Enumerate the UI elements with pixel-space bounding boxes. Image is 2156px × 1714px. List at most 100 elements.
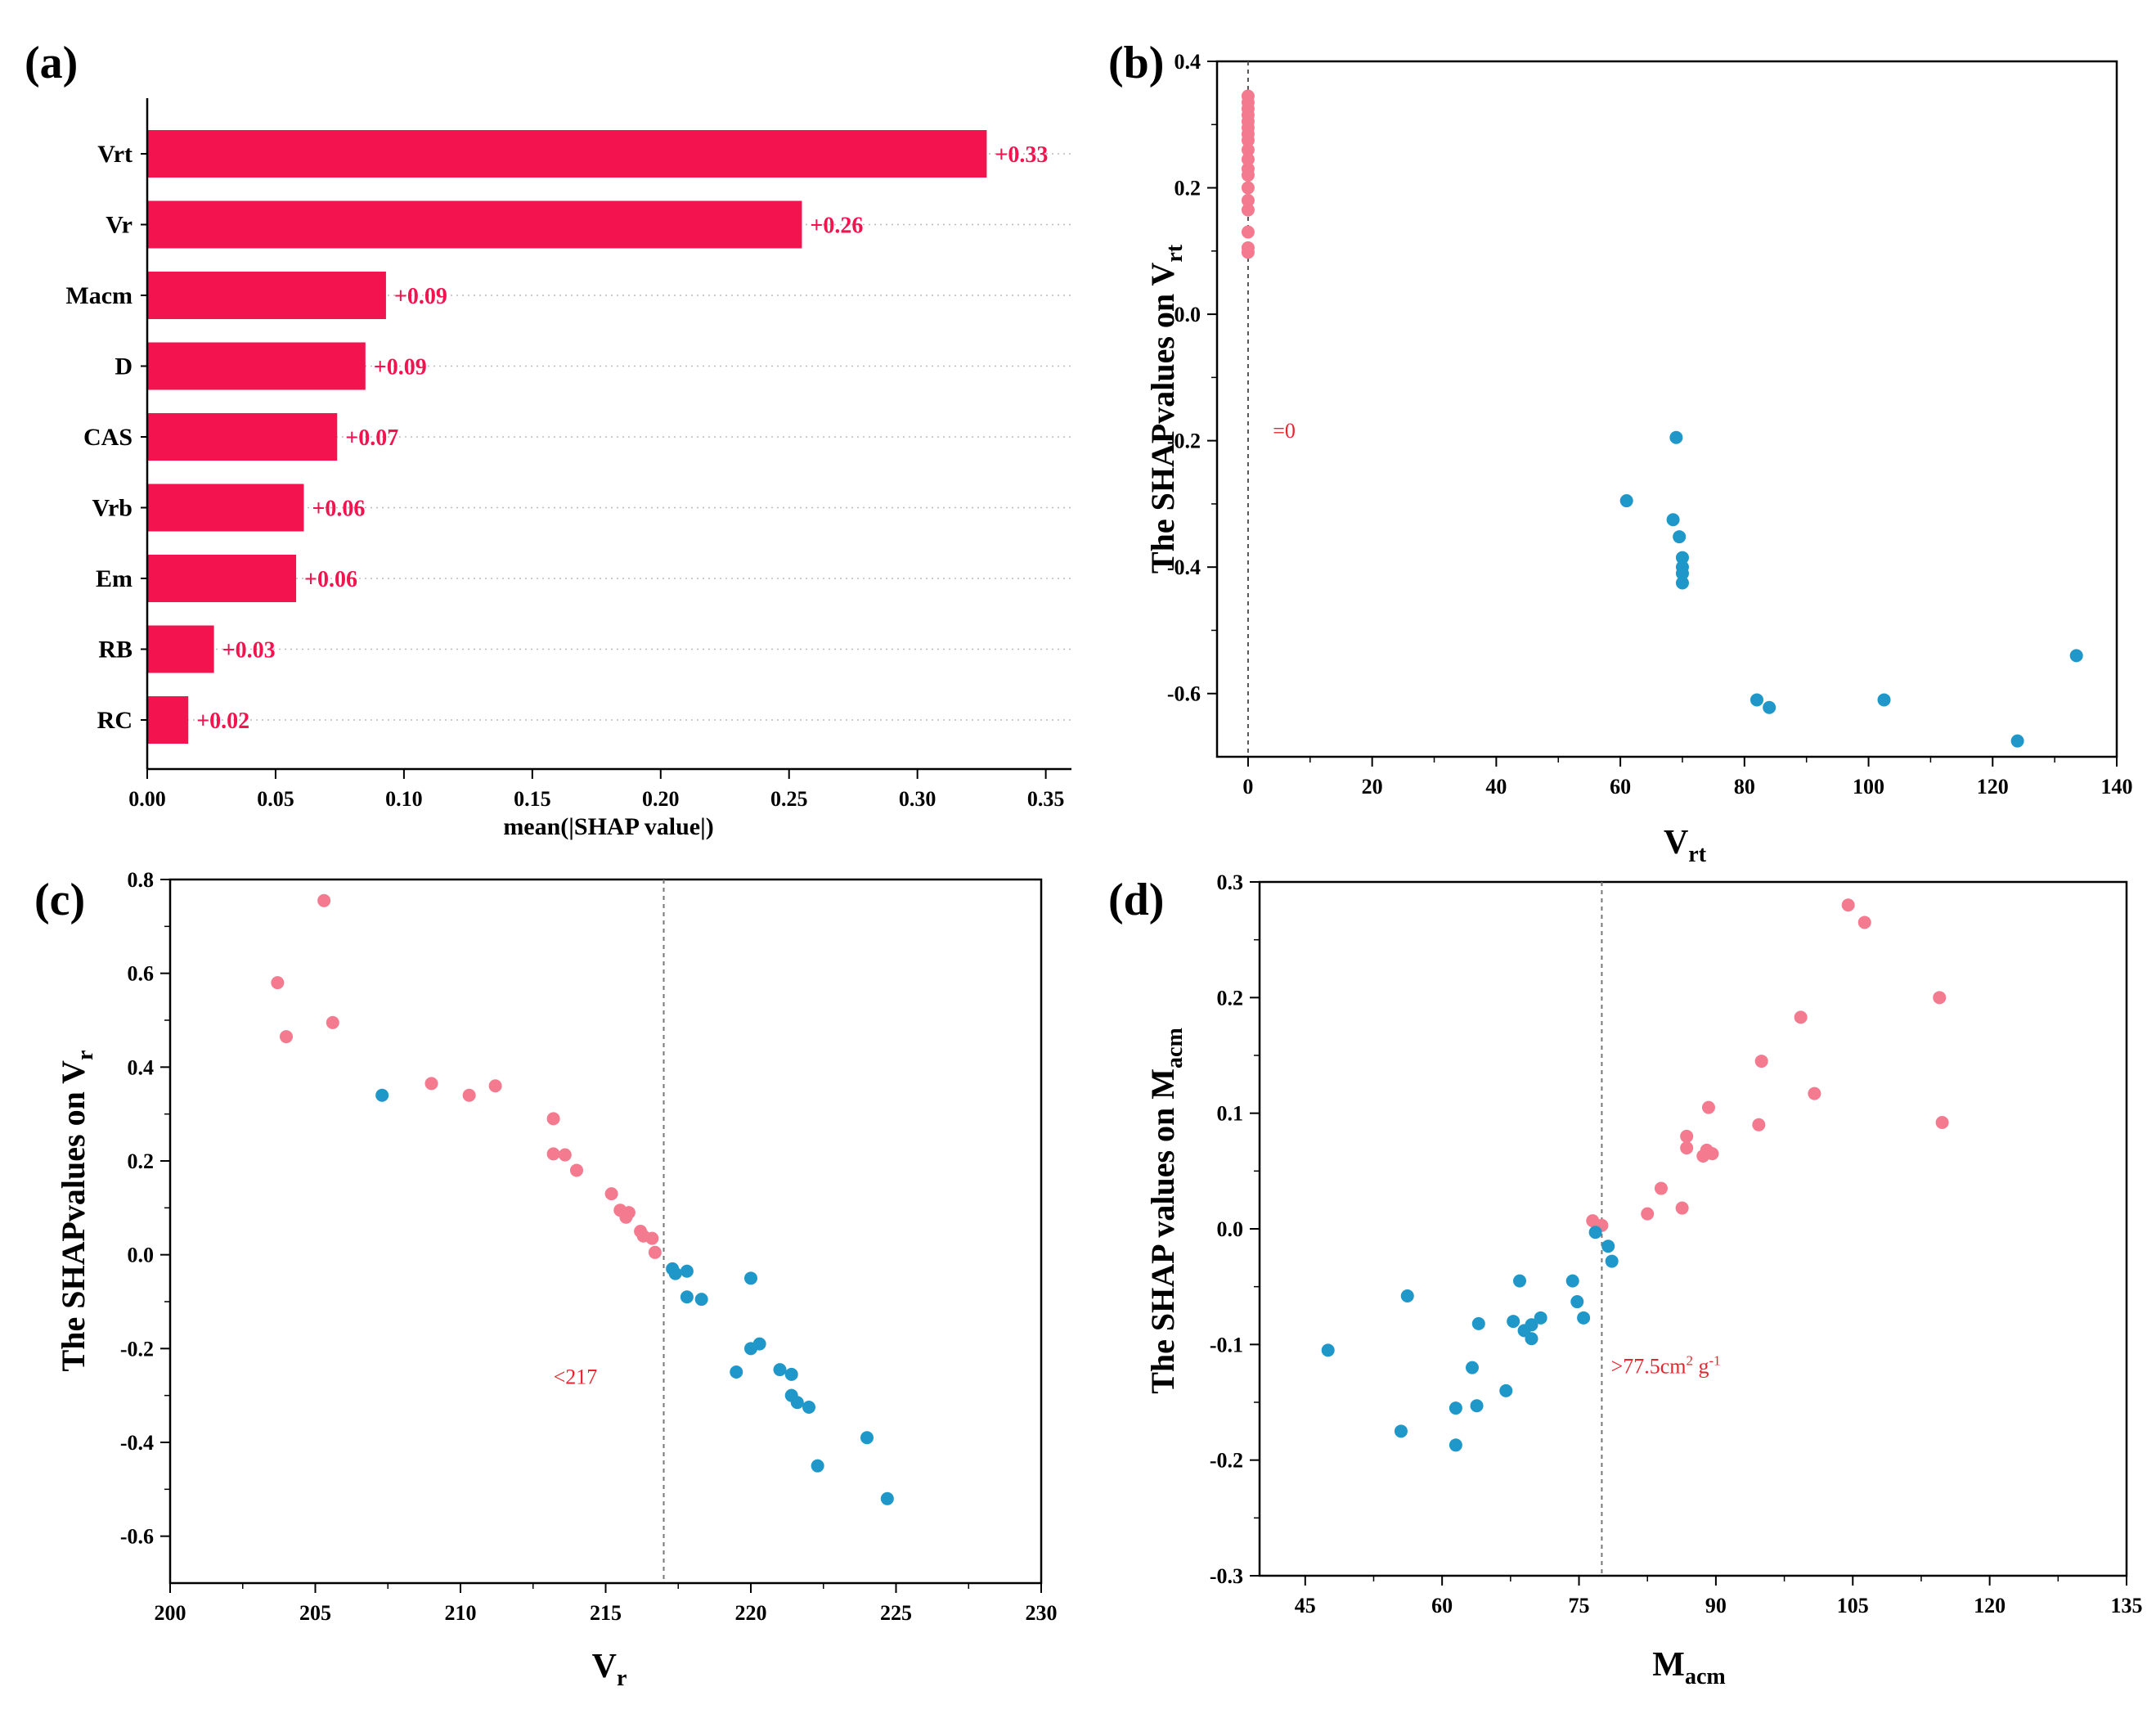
x-tick-label: 60 xyxy=(1431,1594,1453,1617)
point-pink xyxy=(1752,1118,1766,1131)
x-tick-label: 215 xyxy=(590,1601,622,1625)
value-label: +0.09 xyxy=(374,355,427,380)
panel-c-threshold-annotation: <217 xyxy=(554,1365,598,1388)
x-tick-label: 135 xyxy=(2111,1594,2143,1617)
point-blue xyxy=(1675,576,1689,590)
point-pink xyxy=(488,1079,502,1093)
point-blue xyxy=(1525,1332,1538,1346)
y-tick-label: 0.6 xyxy=(128,962,155,986)
y-tick-label: -0.2 xyxy=(1167,430,1201,453)
panel-a-label: (a) xyxy=(25,38,78,88)
y-tick-label: 0.2 xyxy=(1175,177,1202,200)
point-pink xyxy=(1654,1181,1668,1195)
point-blue xyxy=(668,1266,682,1280)
y-tick-label: 0.1 xyxy=(1217,1102,1244,1126)
x-tick-label: 90 xyxy=(1705,1594,1727,1617)
bar-vr xyxy=(147,200,802,249)
point-blue xyxy=(2069,649,2083,663)
point-blue xyxy=(1449,1401,1462,1415)
x-tick-label: 0.05 xyxy=(257,787,294,811)
point-pink xyxy=(622,1206,636,1220)
point-pink xyxy=(1241,181,1255,195)
point-pink xyxy=(648,1245,662,1259)
x-tick-label: 200 xyxy=(155,1601,186,1625)
point-blue xyxy=(730,1365,743,1379)
panel-b-threshold-annotation: =0 xyxy=(1273,419,1296,443)
category-label: RB xyxy=(98,637,133,664)
x-tick-label: 120 xyxy=(1977,775,2009,799)
y-tick-label: -0.3 xyxy=(1210,1564,1243,1588)
value-label: +0.33 xyxy=(995,142,1048,168)
panel-b-scatter: (b) 0 20 40 60 80 100 120 140 0.4 0.2 0.0 -0.2 -0.4 -… xyxy=(1108,38,2133,867)
point-blue xyxy=(1499,1383,1513,1397)
point-pink xyxy=(546,1112,560,1126)
y-tick-label: 0.4 xyxy=(1175,50,1202,74)
point-blue xyxy=(802,1401,815,1414)
point-blue xyxy=(1763,700,1776,714)
point-pink xyxy=(546,1147,560,1161)
bar-em xyxy=(147,555,297,602)
point-pink xyxy=(1680,1129,1694,1143)
category-label: Em xyxy=(96,565,133,592)
y-tick-label: 0.2 xyxy=(1217,986,1244,1010)
point-pink xyxy=(1935,1115,1949,1129)
y-tick-label: 0.3 xyxy=(1217,870,1244,894)
point-pink xyxy=(1241,194,1255,207)
point-pink xyxy=(1754,1055,1768,1068)
bar-d xyxy=(147,342,366,390)
x-tick-label: 120 xyxy=(1974,1594,2006,1617)
point-blue xyxy=(680,1264,694,1278)
point-blue xyxy=(1675,566,1689,580)
point-blue xyxy=(1321,1343,1335,1357)
bar-macm xyxy=(147,272,386,319)
point-blue xyxy=(1513,1274,1526,1288)
point-blue xyxy=(860,1431,874,1445)
point-blue xyxy=(1750,693,1763,707)
x-tick-label: 40 xyxy=(1485,775,1507,799)
point-blue xyxy=(1525,1318,1538,1332)
x-tick-label: 140 xyxy=(2101,775,2133,799)
panel-d-y-label: The SHAP values on Macm xyxy=(1144,1028,1188,1394)
bar-vrb xyxy=(147,484,304,532)
value-label: +0.09 xyxy=(394,284,447,309)
x-tick-label: 80 xyxy=(1734,775,1755,799)
point-blue xyxy=(1605,1254,1619,1268)
point-blue xyxy=(1465,1361,1479,1374)
x-tick-label: 0.25 xyxy=(770,787,808,811)
panel-d-x-label: Macm xyxy=(1652,1646,1725,1689)
point-blue xyxy=(1534,1311,1547,1325)
panel-d-frame xyxy=(1258,880,2128,1577)
y-tick-label: 0.0 xyxy=(128,1244,155,1267)
bar-rb xyxy=(147,625,214,673)
x-tick-label: 20 xyxy=(1362,775,1383,799)
x-tick-label: 0.00 xyxy=(128,787,166,811)
point-blue xyxy=(773,1363,787,1377)
point-blue xyxy=(744,1271,757,1285)
point-blue xyxy=(1565,1274,1579,1288)
point-pink xyxy=(1808,1086,1821,1100)
y-tick-label: -0.2 xyxy=(120,1337,154,1361)
point-pink xyxy=(1241,143,1255,157)
value-label: +0.02 xyxy=(196,709,249,734)
point-pink xyxy=(570,1163,583,1177)
point-blue xyxy=(811,1459,824,1473)
y-tick-label: -0.1 xyxy=(1210,1333,1243,1356)
value-label: +0.06 xyxy=(312,497,365,522)
point-pink xyxy=(271,976,285,990)
y-tick-label: -0.6 xyxy=(1167,682,1201,706)
x-tick-label: 220 xyxy=(735,1601,767,1625)
point-pink xyxy=(1680,1141,1694,1155)
panel-b-y-label: The SHAPvalues on Vrt xyxy=(1144,244,1188,574)
point-blue xyxy=(1449,1438,1462,1452)
panel-b-label: (b) xyxy=(1108,38,1164,88)
point-blue xyxy=(790,1396,804,1410)
x-tick-label: 75 xyxy=(1569,1594,1590,1617)
panel-d-label: (d) xyxy=(1108,875,1164,925)
point-blue xyxy=(1877,693,1891,707)
point-blue xyxy=(784,1367,798,1381)
point-pink xyxy=(1794,1010,1808,1024)
x-tick-label: 225 xyxy=(880,1601,912,1625)
x-tick-label: 210 xyxy=(445,1601,477,1625)
point-pink xyxy=(1241,225,1255,239)
